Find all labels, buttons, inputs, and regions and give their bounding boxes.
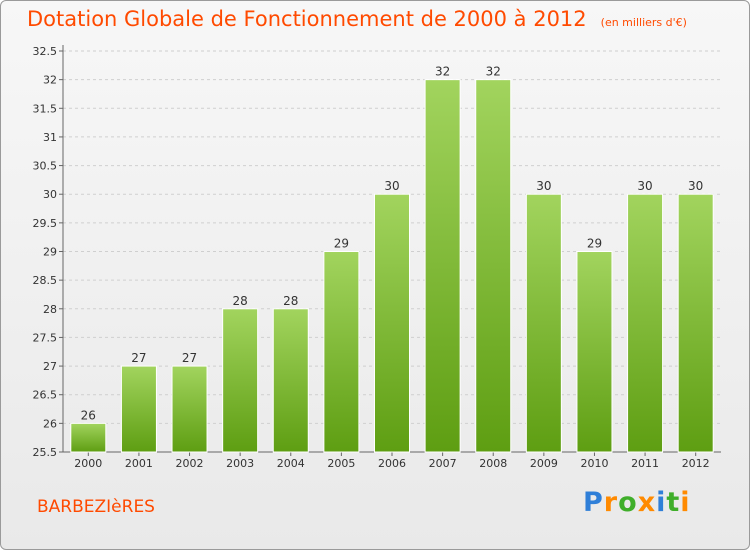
chart-subtitle: (en milliers d'€) [600, 16, 687, 29]
x-tick-label: 2002 [176, 457, 204, 470]
x-tick-label: 2010 [580, 457, 608, 470]
y-tick-label: 29.5 [33, 217, 58, 230]
bar [171, 365, 208, 453]
x-tick-label: 2012 [682, 457, 710, 470]
y-tick-label: 31.5 [33, 102, 58, 115]
bar [627, 193, 664, 453]
bar-value-label: 28 [233, 294, 248, 308]
bar [525, 193, 562, 453]
y-tick-label: 31 [43, 131, 57, 144]
bar-value-label: 30 [637, 179, 652, 193]
y-tick-label: 27.5 [33, 331, 58, 344]
logo-letter: x [637, 487, 657, 518]
x-tick-label: 2000 [74, 457, 102, 470]
x-tick-label: 2008 [479, 457, 507, 470]
y-tick-label: 30.5 [33, 160, 58, 173]
x-tick-label: 2011 [631, 457, 659, 470]
bar-value-label: 30 [384, 179, 399, 193]
y-tick-label: 32 [43, 74, 57, 87]
proxiti-logo: Proxiti [583, 487, 691, 518]
y-tick-label: 26.5 [33, 389, 58, 402]
chart-title: Dotation Globale de Fonctionnement de 20… [27, 7, 687, 31]
y-tick-label: 27 [43, 360, 57, 373]
bar [272, 308, 309, 453]
y-tick-label: 28 [43, 303, 57, 316]
bar [475, 79, 512, 453]
bar [374, 193, 410, 453]
logo-letter: r [603, 487, 619, 518]
bar [70, 422, 107, 453]
value-labels: 26 27 27 28 28 29 30 32 32 30 29 30 30 [81, 65, 704, 423]
x-tick-label: 2001 [125, 457, 153, 470]
bar-value-label: 29 [587, 237, 602, 251]
y-tick-label: 25.5 [33, 446, 58, 459]
x-tick-label: 2009 [530, 457, 558, 470]
bar [677, 193, 714, 453]
bar-value-label: 30 [688, 179, 703, 193]
x-tick-label: 2005 [327, 457, 355, 470]
logo-letter: o [618, 487, 638, 518]
bar [323, 251, 360, 453]
bar [222, 308, 259, 453]
bar-value-label: 28 [283, 294, 298, 308]
bar-value-label: 27 [182, 351, 197, 365]
y-tick-label: 30 [43, 188, 57, 201]
logo-letter: P [583, 487, 604, 518]
x-tick-label: 2004 [277, 457, 305, 470]
y-tick-label: 29 [43, 246, 57, 259]
bar-value-label: 30 [536, 179, 551, 193]
x-tick-label: 2007 [429, 457, 457, 470]
bar [576, 251, 613, 453]
y-tick-label: 28.5 [33, 274, 58, 287]
logo-letter: i [656, 487, 667, 518]
commune-name: BARBEZIèRES [37, 497, 155, 517]
y-tick-label: 32.5 [33, 45, 58, 58]
bar-value-label: 26 [81, 408, 96, 422]
bar-value-label: 32 [435, 65, 450, 79]
bars [70, 79, 714, 453]
x-tick-label: 2003 [226, 457, 254, 470]
chart-title-text: Dotation Globale de Fonctionnement de 20… [27, 7, 587, 31]
bar-value-label: 27 [131, 351, 146, 365]
bar-value-label: 29 [334, 237, 349, 251]
bar-value-label: 32 [486, 65, 501, 79]
logo-letter: t [666, 487, 681, 518]
logo-letter: i [680, 487, 691, 518]
x-tick-label: 2006 [378, 457, 406, 470]
bar [424, 79, 461, 453]
bar [120, 365, 157, 453]
y-tick-label: 26 [43, 417, 57, 430]
